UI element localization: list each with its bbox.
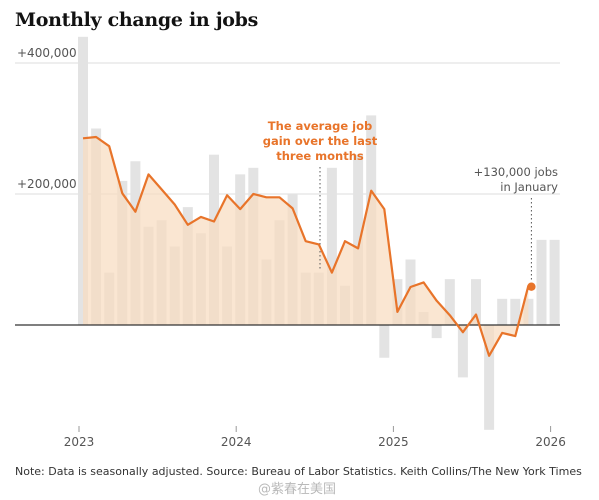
annotation-leaders: [319, 167, 532, 281]
bar: [431, 325, 442, 339]
y-tick-label: +400,000: [17, 46, 77, 60]
bar: [471, 279, 481, 325]
january-annotation-line: +130,000 jobs: [474, 165, 558, 179]
latest-value-marker: [527, 282, 536, 291]
bar: [326, 167, 337, 325]
average-annotation-line: The average job: [268, 119, 372, 133]
bar: [510, 298, 521, 325]
average-annotation-line: gain over the last: [263, 134, 378, 148]
average-area-fill: [83, 137, 529, 356]
bar: [457, 325, 468, 378]
average-line: [82, 135, 530, 357]
bar: [536, 239, 547, 325]
bar: [497, 298, 508, 325]
x-tick-label: 2024: [221, 435, 252, 449]
y-tick-label: +200,000: [17, 177, 77, 191]
x-tick-labels: 2023 2024 2025 2026: [64, 426, 566, 449]
bar: [444, 279, 455, 325]
chart-title: Monthly change in jobs: [15, 9, 259, 31]
watermark: @紫春在美国: [258, 482, 337, 497]
january-annotation-line: in January: [500, 180, 558, 194]
endpoint-markers: [527, 282, 536, 291]
average-annotation-line: three months: [276, 149, 364, 163]
bar: [353, 154, 364, 325]
bar: [392, 279, 403, 325]
source-note: Note: Data is seasonally adjusted. Sourc…: [15, 465, 582, 478]
x-tick-label: 2025: [378, 435, 409, 449]
x-tick-label: 2026: [535, 435, 566, 449]
x-tick-label: 2023: [64, 435, 95, 449]
bar: [379, 325, 390, 358]
bar: [484, 325, 495, 430]
bar: [549, 239, 560, 325]
y-tick-labels: +400,000 +200,000: [17, 46, 77, 191]
